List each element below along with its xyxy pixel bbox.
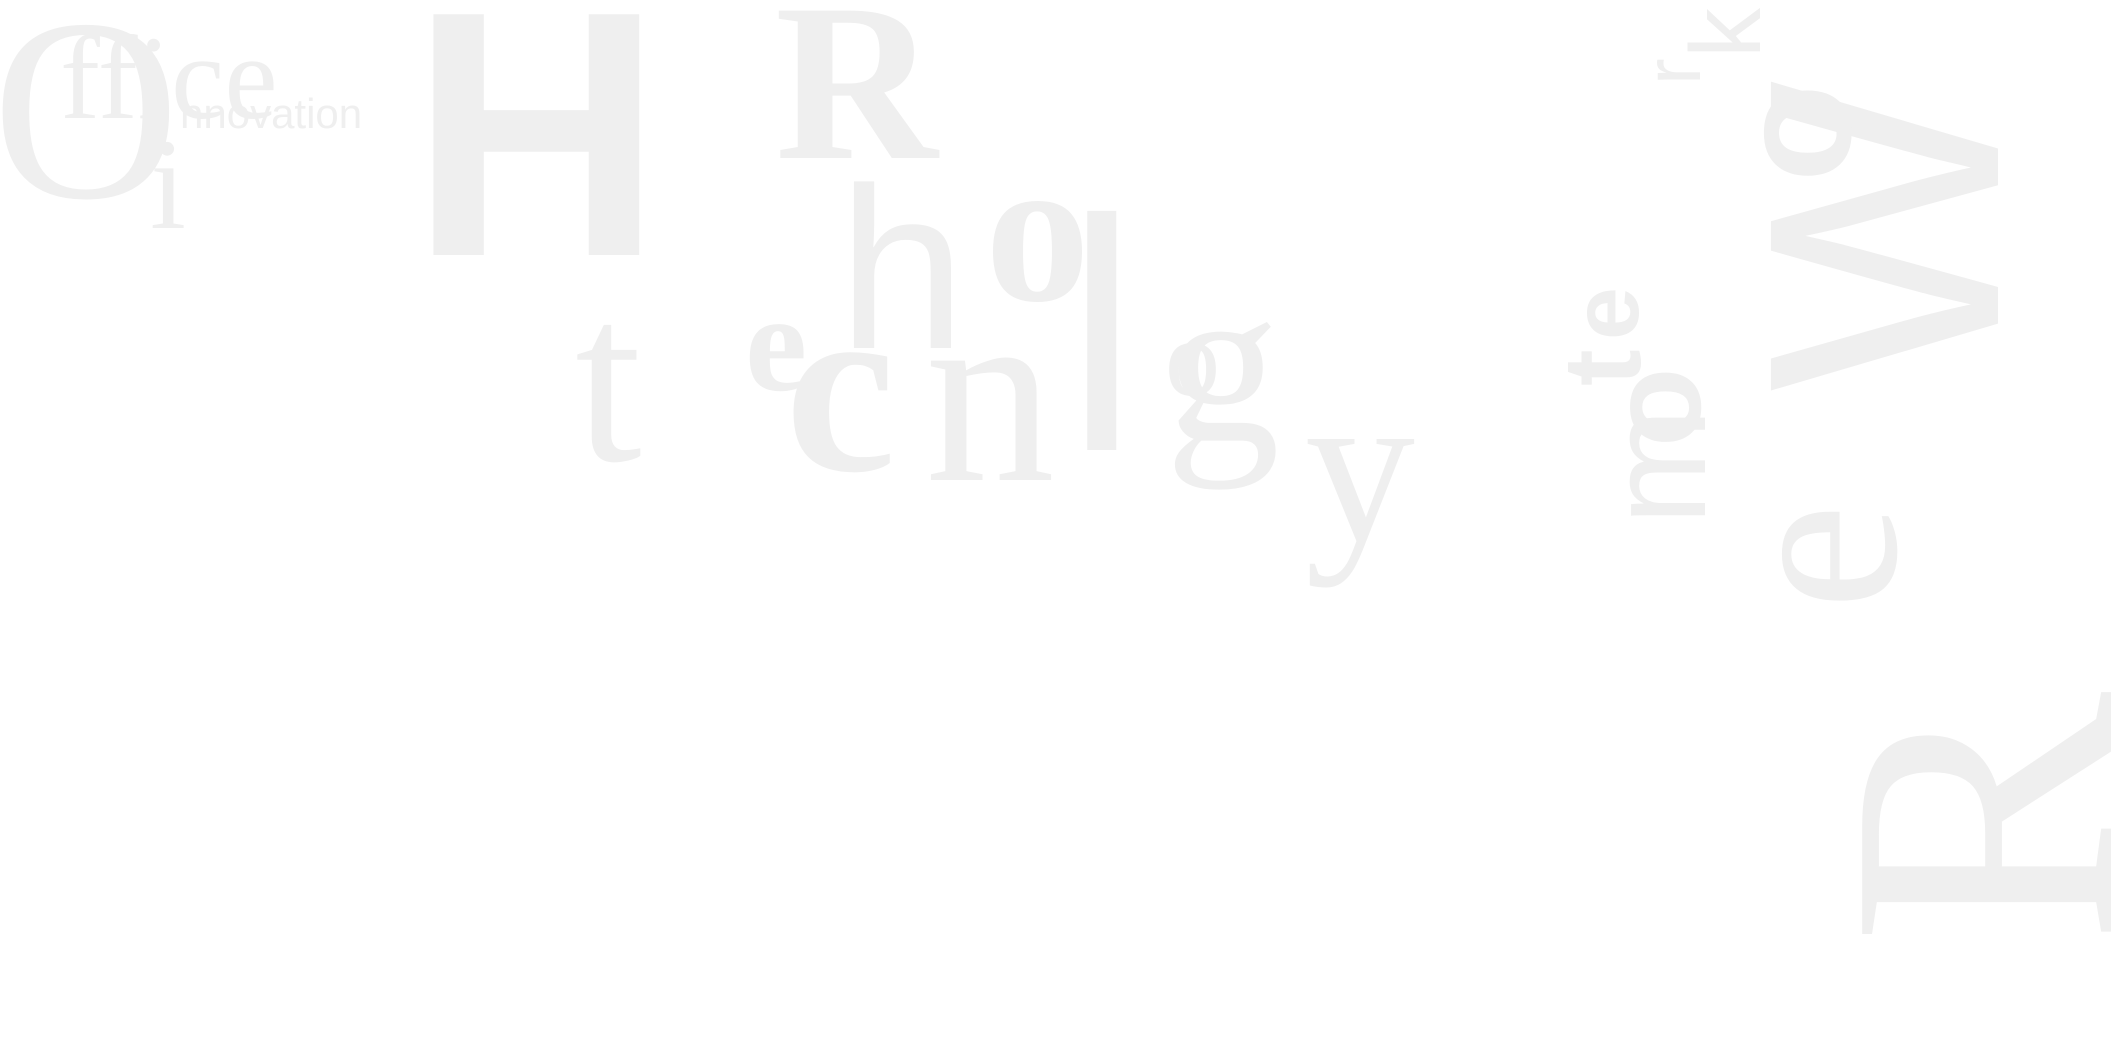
remote-work-letter: r xyxy=(1628,58,1717,85)
office-innovation-letter: ffice xyxy=(60,11,278,144)
remote-work-letter: t xyxy=(1541,349,1664,386)
hr-technology-letter: o xyxy=(1165,297,1220,419)
hr-technology-letter: e xyxy=(745,266,807,421)
remote-work-letter: e xyxy=(1553,287,1659,340)
remote-work-letter: R xyxy=(1773,690,2111,945)
remote-work-letter: e xyxy=(1681,503,1947,610)
hr-technology-letter: l xyxy=(1065,151,1138,520)
hr-technology-letter: n xyxy=(925,249,1055,537)
office-innovation-letter: O xyxy=(0,0,180,254)
remote-work-letter: m xyxy=(1578,408,1735,525)
hr-technology-letter: t xyxy=(575,246,642,512)
hr-technology-letter: H xyxy=(410,0,663,330)
hr-technology-letter: g xyxy=(1165,235,1280,490)
remote-work-letter: W xyxy=(1699,77,2068,392)
remote-work-letter: k xyxy=(1670,7,1782,58)
remote-work-letter: o xyxy=(1582,368,1728,447)
remote-work-letter: o xyxy=(1705,84,1884,182)
office-innovation-letter: nnovation xyxy=(180,90,362,137)
hr-technology-letter: y xyxy=(1305,344,1415,588)
hr-technology-letter: o xyxy=(985,114,1090,346)
hr-technology-letter: R xyxy=(775,0,940,207)
hr-technology-letter: c xyxy=(785,248,896,525)
office-innovation-letter: i xyxy=(150,113,186,257)
hr-technology-letter: h xyxy=(838,140,966,397)
